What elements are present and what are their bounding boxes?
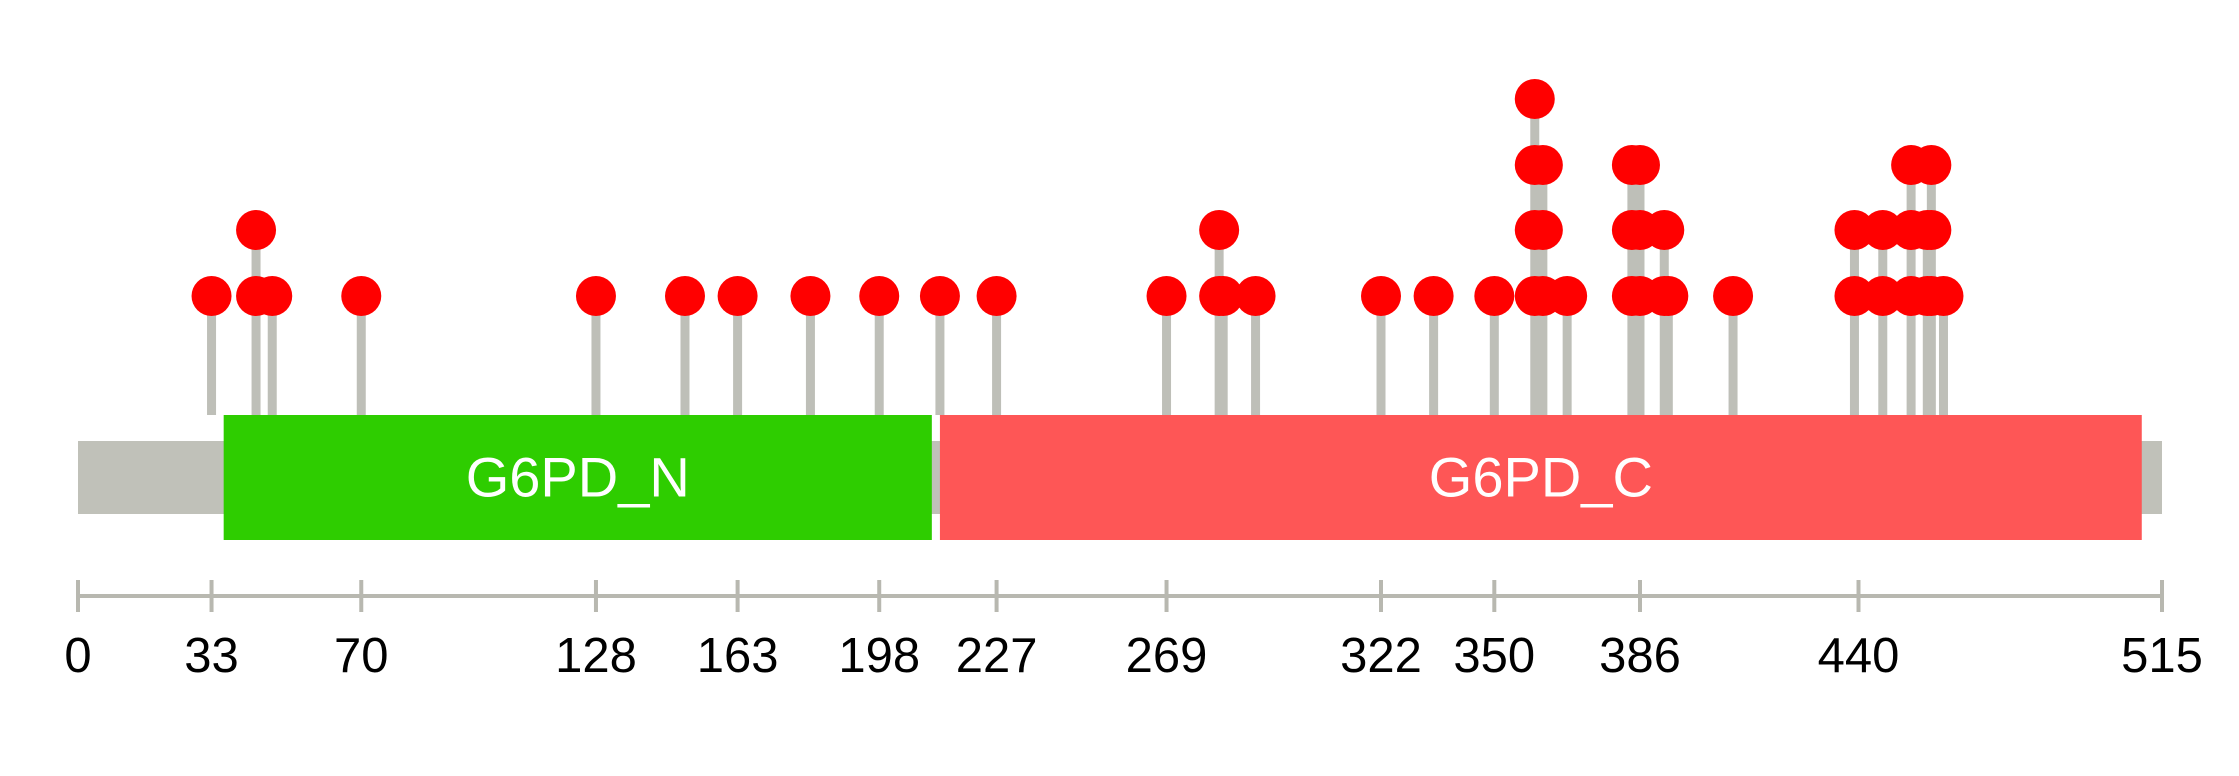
domain-block bbox=[223, 415, 932, 540]
mutation-point[interactable] bbox=[1644, 210, 1685, 250]
mutation-point[interactable] bbox=[976, 276, 1017, 316]
axis-ticks: 0 33 70 128 163 198 227 269 322 350 386 440 515 bbox=[64, 580, 2203, 683]
mutation-point[interactable] bbox=[191, 276, 232, 316]
domain-block bbox=[939, 415, 2142, 540]
axis-tick-label: 163 bbox=[697, 629, 779, 683]
domain-label: G6PD_N bbox=[466, 446, 690, 509]
mutation-point[interactable] bbox=[790, 276, 831, 316]
axis-tick-label: 0 bbox=[64, 629, 91, 683]
mutation-point[interactable] bbox=[1199, 210, 1240, 250]
mutation-point[interactable] bbox=[1522, 145, 1563, 185]
mutation-point[interactable] bbox=[919, 276, 960, 316]
axis-tick-label: 515 bbox=[2121, 629, 2203, 683]
mutation-point[interactable] bbox=[1862, 210, 1903, 250]
mutation-point[interactable] bbox=[1547, 276, 1588, 316]
mutation-point[interactable] bbox=[575, 276, 616, 316]
domain-label: G6PD_C bbox=[1429, 446, 1653, 509]
mutation-point[interactable] bbox=[1146, 276, 1187, 316]
axis-tick-label: 198 bbox=[838, 629, 920, 683]
mutation-point[interactable] bbox=[341, 276, 382, 316]
mutation-point[interactable] bbox=[1923, 276, 1964, 316]
mutation-point[interactable] bbox=[1713, 276, 1754, 316]
mutation-point[interactable] bbox=[1203, 276, 1244, 316]
mutation-point[interactable] bbox=[1862, 276, 1903, 316]
mutation-point[interactable] bbox=[1619, 145, 1660, 185]
mutation-point[interactable] bbox=[1413, 276, 1454, 316]
mutation-point[interactable] bbox=[664, 276, 705, 316]
axis-tick-label: 440 bbox=[1818, 629, 1900, 683]
axis-tick-label: 386 bbox=[1599, 629, 1681, 683]
axis-tick-label: 269 bbox=[1126, 629, 1208, 683]
mutation-point[interactable] bbox=[1911, 210, 1952, 250]
mutation-point[interactable] bbox=[1911, 145, 1952, 185]
mutation-heads bbox=[191, 79, 1964, 316]
mutation-point[interactable] bbox=[236, 210, 277, 250]
mutation-point[interactable] bbox=[1514, 79, 1555, 119]
axis-tick-label: 322 bbox=[1340, 629, 1422, 683]
mutation-point[interactable] bbox=[717, 276, 758, 316]
mutation-point[interactable] bbox=[1522, 210, 1563, 250]
mutation-point[interactable] bbox=[1361, 276, 1402, 316]
mutation-point[interactable] bbox=[1474, 276, 1515, 316]
axis-tick-label: 70 bbox=[334, 629, 389, 683]
position-axis: 0 33 70 128 163 198 227 269 322 350 386 440 515 bbox=[64, 580, 2203, 683]
mutation-point[interactable] bbox=[1834, 210, 1875, 250]
axis-tick-label: 227 bbox=[956, 629, 1038, 683]
axis-tick-label: 350 bbox=[1453, 629, 1535, 683]
mutation-point[interactable] bbox=[1648, 276, 1689, 316]
domain-layer: G6PD_N G6PD_C bbox=[223, 415, 2142, 540]
mutation-point[interactable] bbox=[252, 276, 293, 316]
mutation-point[interactable] bbox=[859, 276, 900, 316]
axis-tick-label: 33 bbox=[184, 629, 239, 683]
axis-tick-label: 128 bbox=[555, 629, 637, 683]
mutation-point[interactable] bbox=[1235, 276, 1276, 316]
mutation-stems bbox=[207, 99, 1948, 415]
mutation-point[interactable] bbox=[1834, 276, 1875, 316]
